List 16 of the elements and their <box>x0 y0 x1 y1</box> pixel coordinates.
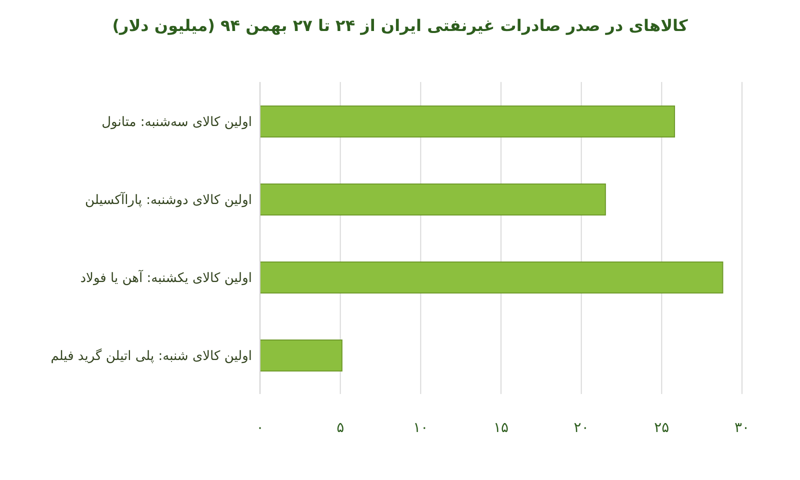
x-tick-label: ۱۵ <box>493 420 509 436</box>
y-tick-label: اولین کالای شنبه: پلی اتیلن گرید فیلم <box>50 348 252 364</box>
bar <box>260 106 676 138</box>
chart-title: کالاهای در صدر صادرات غیرنفتی ایران از ۲۴ تا ۲۷ بهمن ۹۴ (میلیون دلار) <box>111 16 689 35</box>
bar <box>260 340 342 372</box>
x-tick-label: ۰ <box>256 420 264 436</box>
y-tick-label: اولین کالای دوشنبه: پاراآکسیلن <box>85 191 252 208</box>
x-tick-label: ۱۰ <box>413 420 428 436</box>
y-tick-label: اولین کالای یکشنبه: آهن یا فولاد <box>80 269 252 286</box>
x-tick-label: ۲۵ <box>654 420 670 436</box>
x-tick-label: ۵ <box>336 420 344 436</box>
bar <box>260 262 724 294</box>
x-tick-label: ۲۰ <box>574 420 589 436</box>
x-tick-label: ۳۰ <box>734 420 750 436</box>
y-tick-label: اولین کالای سه‌شنبه: متانول <box>102 115 252 130</box>
bar <box>260 184 606 216</box>
